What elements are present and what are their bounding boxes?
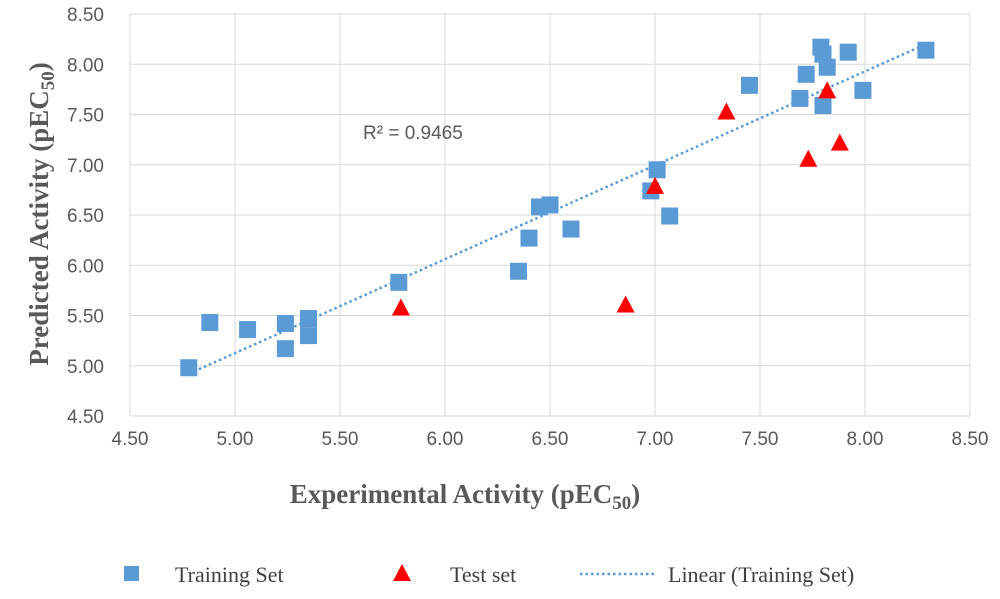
y-tick-label: 8.50 [67,5,104,26]
training-set-point [917,41,935,59]
x-tick-label: 8.50 [952,429,989,450]
y-tick-label: 6.00 [67,256,104,277]
test-set-point [818,81,837,99]
x-axis-title-main: Experimental Activity (pEC [290,479,612,509]
legend-label-linear-trendline: Linear (Training Set) [668,562,854,587]
training-set-point [648,161,666,179]
x-tick-label: 5.00 [217,429,254,450]
x-tick-label: 4.50 [112,429,149,450]
data-points [180,38,935,377]
test-set-point [391,298,410,316]
training-set-point [797,65,815,83]
y-axis-tick-labels: 4.50 5.00 5.50 6.00 6.50 7.00 7.50 8.00 8.50 [67,5,104,428]
training-set-point [814,45,832,63]
training-set-point [661,207,679,225]
y-tick-label: 4.50 [67,407,104,428]
training-set-point [300,327,317,345]
test-set-point [830,133,849,151]
training-set-point [741,76,758,94]
legend-marker-training-set [124,566,139,581]
y-axis-title-subscript: 50 [38,71,59,90]
x-axis-title-subscript: 50 [612,493,631,514]
legend-marker-test-set [393,564,411,581]
training-set-point [239,321,257,339]
x-tick-label: 6.50 [532,429,569,450]
test-set-point [616,295,635,313]
test-set-point [646,176,664,194]
training-set-point [180,359,198,377]
y-tick-label: 5.50 [67,307,104,328]
x-tick-label: 6.00 [427,429,464,450]
x-tick-label: 7.00 [637,429,674,450]
training-set-point [390,273,408,291]
y-axis-title: Predicted Activity (pEC50) [24,62,59,365]
y-axis-title-main: Predicted Activity (pEC [24,90,54,365]
x-axis-tick-labels: 4.50 5.00 5.50 6.00 6.50 7.00 7.50 8.00 8.50 [112,429,989,450]
training-set-point [839,43,857,61]
training-set-point [818,58,836,76]
x-tick-label: 5.50 [322,429,359,450]
training-set-point [201,314,219,332]
training-set-point [791,89,809,107]
y-tick-label: 8.00 [67,55,104,76]
r-squared-annotation: R² = 0.9465 [363,123,463,144]
training-set-point [520,229,538,247]
x-tick-label: 8.00 [847,429,884,450]
x-axis-title: Experimental Activity (pEC50) [290,479,640,514]
y-tick-label: 6.50 [67,206,104,227]
x-axis-title-end: ) [631,479,640,509]
legend: Training Set Test set Linear (Training S… [124,562,854,587]
training-set-point [814,96,832,114]
training-set-point [854,81,872,99]
test-set-point [717,102,736,120]
y-tick-label: 7.00 [67,156,104,177]
training-set-point [510,262,527,280]
legend-label-training-set: Training Set [175,562,284,587]
training-set-point [276,340,294,358]
legend-label-test-set: Test set [450,562,516,587]
x-tick-label: 7.50 [742,429,779,450]
training-set-point [276,315,294,333]
y-tick-label: 7.50 [67,106,104,127]
training-set-point [562,220,580,238]
y-tick-label: 5.00 [67,357,104,378]
grid-lines [129,13,971,417]
y-axis-title-end: ) [24,62,54,71]
test-set-point [799,149,818,167]
training-set-point [300,310,317,328]
training-set-point [541,196,559,214]
